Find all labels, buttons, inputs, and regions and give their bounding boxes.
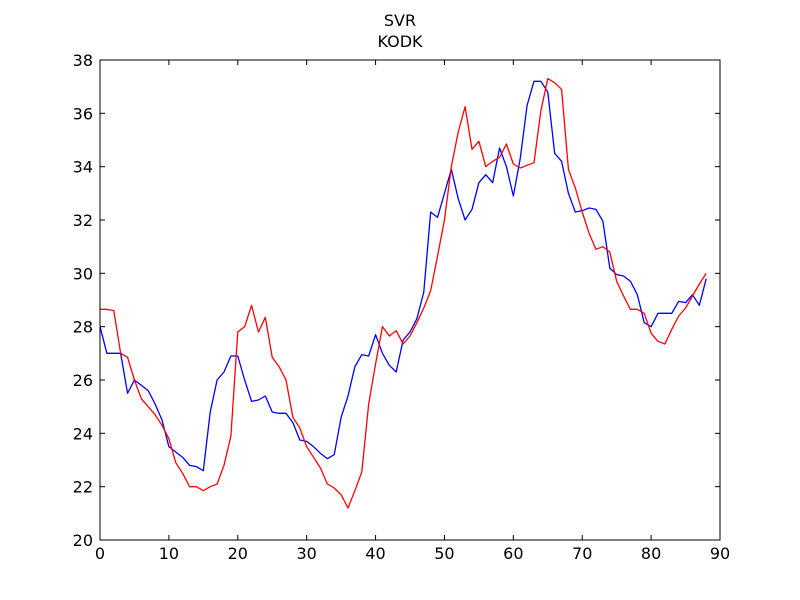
chart-subtitle: KODK (377, 32, 423, 51)
x-tick-label: 60 (503, 544, 523, 563)
chart-title: SVR (384, 11, 416, 30)
y-tick-label: 28 (73, 318, 93, 337)
x-tick-label: 80 (641, 544, 661, 563)
axes-frame (99, 59, 721, 541)
y-tick-label: 34 (73, 158, 93, 177)
series-line-1 (99, 80, 707, 472)
y-tick-label: 24 (73, 424, 93, 443)
x-tick-label: 70 (572, 544, 592, 563)
y-tick-label: 30 (73, 264, 93, 283)
y-tick-label: 22 (73, 478, 93, 497)
series-line-2 (100, 78, 707, 509)
x-tick-label: 30 (296, 544, 316, 563)
y-tick-label: 26 (73, 371, 93, 390)
x-tick-label: 20 (228, 544, 248, 563)
y-tick-label: 36 (73, 104, 93, 123)
x-tick-label: 90 (710, 544, 730, 563)
y-tick-label: 20 (73, 531, 93, 550)
x-tick-label: 40 (365, 544, 385, 563)
y-tick-label: 38 (73, 51, 93, 70)
x-tick-label: 0 (95, 544, 105, 563)
plot-area: 0 10 20 30 40 50 60 70 80 90 20 22 24 26 28 30 32 34 36 38 (73, 51, 731, 563)
y-tick-label: 32 (73, 211, 93, 230)
x-tick-label: 50 (434, 544, 454, 563)
x-tick-label: 10 (159, 544, 179, 563)
